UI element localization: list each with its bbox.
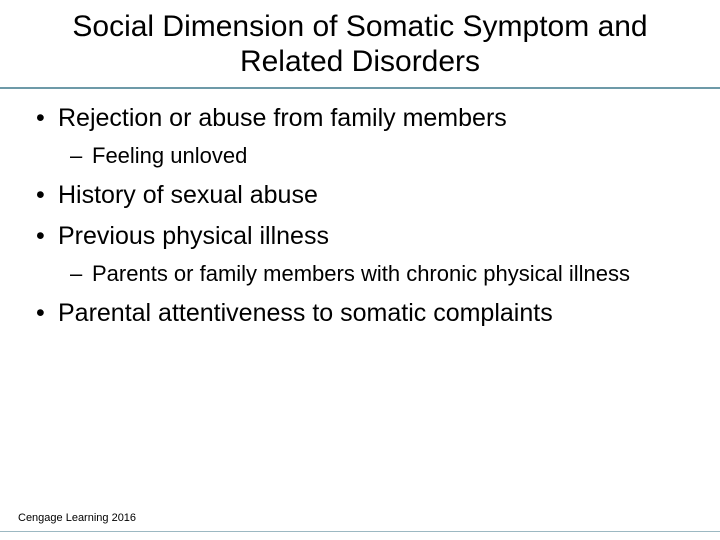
footer-text: Cengage Learning 2016 — [18, 512, 136, 524]
bullet-text: Parental attentiveness to somatic compla… — [58, 299, 553, 327]
footer-divider — [0, 531, 720, 532]
title-divider — [0, 87, 720, 89]
sub-bullet-text: Parents or family members with chronic p… — [92, 261, 630, 286]
bullet-text: Previous physical illness — [58, 222, 329, 250]
bullet-item: History of sexual abuse — [28, 180, 692, 211]
bullet-list: Rejection or abuse from family members F… — [28, 103, 692, 329]
slide-content: Rejection or abuse from family members F… — [0, 103, 720, 329]
slide: Social Dimension of Somatic Symptom and … — [0, 0, 720, 540]
bullet-item: Previous physical illness Parents or fam… — [28, 221, 692, 288]
sub-bullet-list: Feeling unloved — [58, 142, 692, 170]
sub-bullet-item: Parents or family members with chronic p… — [58, 260, 692, 288]
sub-bullet-item: Feeling unloved — [58, 142, 692, 170]
bullet-item: Parental attentiveness to somatic compla… — [28, 298, 692, 329]
sub-bullet-text: Feeling unloved — [92, 143, 247, 168]
sub-bullet-list: Parents or family members with chronic p… — [58, 260, 692, 288]
slide-title: Social Dimension of Somatic Symptom and … — [0, 0, 720, 87]
bullet-text: History of sexual abuse — [58, 181, 318, 209]
bullet-text: Rejection or abuse from family members — [58, 104, 507, 132]
bullet-item: Rejection or abuse from family members F… — [28, 103, 692, 170]
